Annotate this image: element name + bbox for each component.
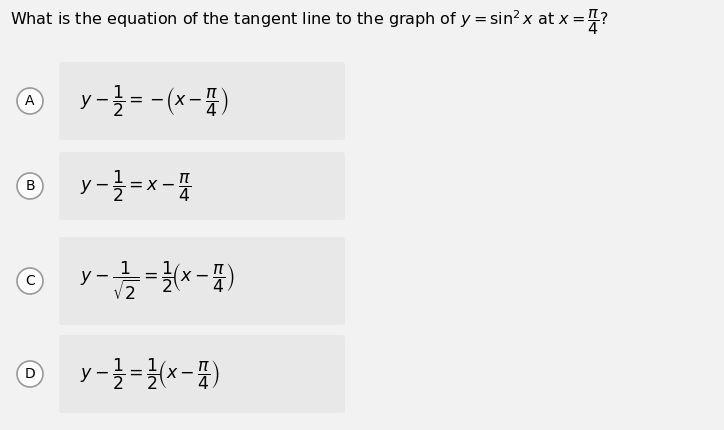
- Text: $y-\dfrac{1}{2}=\dfrac{1}{2}\!\left(x-\dfrac{\pi}{4}\right)$: $y-\dfrac{1}{2}=\dfrac{1}{2}\!\left(x-\d…: [80, 356, 220, 392]
- Text: $y-\dfrac{1}{2}=x-\dfrac{\pi}{4}$: $y-\dfrac{1}{2}=x-\dfrac{\pi}{4}$: [80, 168, 191, 204]
- Circle shape: [17, 173, 43, 199]
- Circle shape: [17, 88, 43, 114]
- FancyBboxPatch shape: [59, 335, 345, 413]
- Text: $y-\dfrac{1}{2}=-\!\left(x-\dfrac{\pi}{4}\right)$: $y-\dfrac{1}{2}=-\!\left(x-\dfrac{\pi}{4…: [80, 83, 228, 119]
- Text: $y-\dfrac{1}{\sqrt{2}}=\dfrac{1}{2}\!\left(x-\dfrac{\pi}{4}\right)$: $y-\dfrac{1}{\sqrt{2}}=\dfrac{1}{2}\!\le…: [80, 260, 235, 302]
- FancyBboxPatch shape: [59, 152, 345, 220]
- Text: What is the equation of the tangent line to the graph of $y=\sin^2x$ at $x=\dfra: What is the equation of the tangent line…: [10, 7, 609, 37]
- Circle shape: [17, 268, 43, 294]
- Circle shape: [17, 361, 43, 387]
- Text: A: A: [25, 94, 35, 108]
- Text: B: B: [25, 179, 35, 193]
- Text: D: D: [25, 367, 35, 381]
- Text: C: C: [25, 274, 35, 288]
- FancyBboxPatch shape: [59, 62, 345, 140]
- FancyBboxPatch shape: [59, 237, 345, 325]
